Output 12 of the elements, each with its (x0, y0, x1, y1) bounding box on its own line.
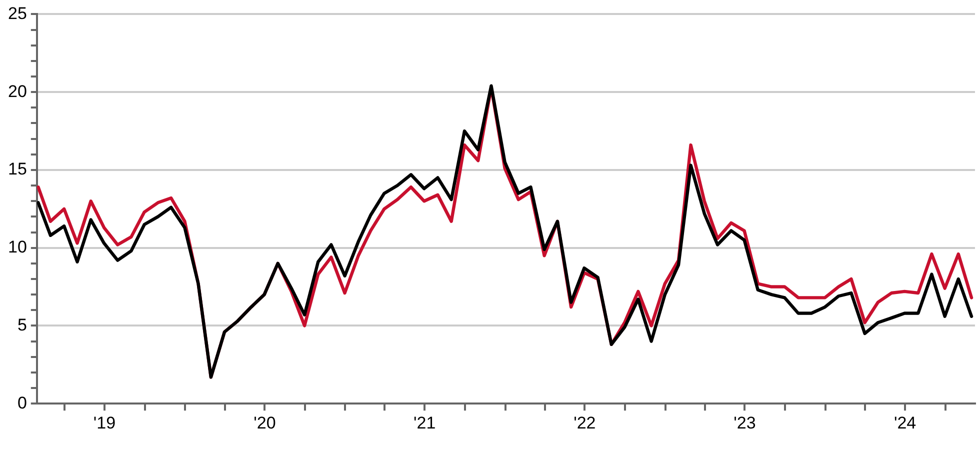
y-tick-label: 20 (8, 82, 27, 101)
x-tick-label: '23 (734, 413, 756, 432)
y-tick-label: 25 (8, 4, 27, 23)
x-tick-label: '22 (574, 413, 596, 432)
x-tick-label: '24 (894, 413, 916, 432)
x-tick-label: '20 (254, 413, 276, 432)
x-tick-label: '21 (414, 413, 436, 432)
x-tick-label: '19 (93, 413, 116, 432)
y-tick-label: 5 (17, 315, 27, 334)
y-tick-label: 0 (17, 393, 27, 412)
y-tick-label: 10 (8, 238, 27, 257)
y-tick-label: 15 (8, 160, 27, 179)
